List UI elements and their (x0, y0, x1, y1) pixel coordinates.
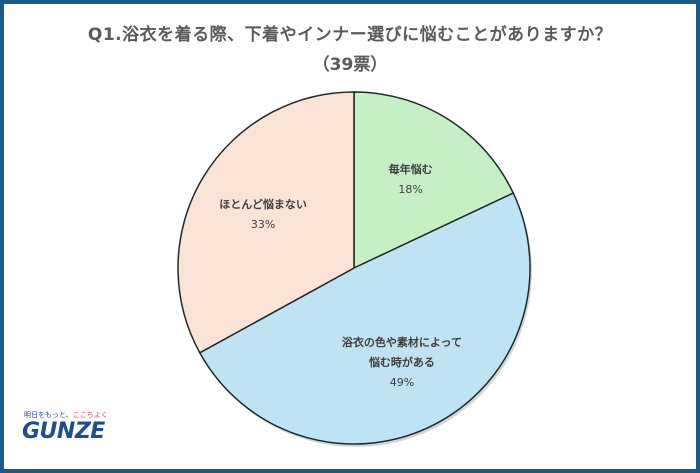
pie-slice-every-year (353, 91, 515, 270)
logo-tagline-accent: ここちよく (72, 411, 108, 419)
pie-label-rarely: ほとんど悩まない (219, 197, 307, 211)
pie-slice-sometimes (198, 192, 531, 445)
pie-label-sometimes: 浴衣の色や素材によって (342, 335, 462, 349)
logo-wordmark: GUNZE (22, 419, 105, 444)
pie-value-sometimes: 49% (390, 376, 414, 389)
chart-subtitle: （39票） (312, 55, 388, 75)
pie-slice-rarely (177, 91, 355, 354)
pie-label-every-year: 毎年悩む (389, 162, 433, 176)
gunze-logo: 明日をもっと、ここちよく GUNZE (22, 410, 122, 450)
pie-value-every-year: 18% (398, 183, 422, 196)
pie-label-sometimes: 悩む時がある (368, 355, 435, 369)
chart-title: Q1.浴衣を着る際、下着やインナー選びに悩むことがありますか？ (87, 25, 613, 45)
logo-tagline-text: 明日をもっと、 (24, 411, 73, 419)
logo-tagline: 明日をもっと、ここちよく (24, 410, 108, 420)
pie-value-rarely: 33% (251, 218, 275, 231)
